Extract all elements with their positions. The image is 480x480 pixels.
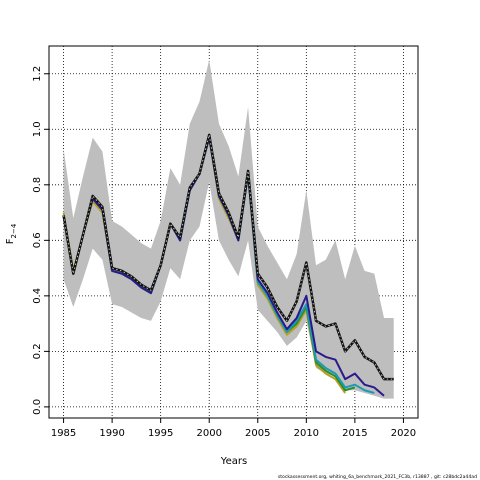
y-axis-title: F2−4: [5, 223, 18, 244]
plot-frame: [48, 45, 419, 419]
x-axis-title: Years: [220, 456, 247, 467]
y-tick-label: 0.2: [32, 343, 43, 359]
y-tick-label: 1.0: [32, 121, 43, 137]
x-tick-label: 1995: [148, 428, 173, 439]
x-tick-label: 1985: [51, 428, 76, 439]
x-tick-label: 1990: [99, 428, 124, 439]
y-tick-label: 1.2: [32, 66, 43, 82]
y-tick-label: 0.8: [32, 177, 43, 193]
x-axis: 1985 1990 1995 2000 2005 2010 2015 2020: [51, 418, 416, 439]
x-tick-label: 2005: [245, 428, 270, 439]
confidence-band: [63, 59, 394, 399]
y-axis-title-subscript: 2−4: [10, 223, 18, 238]
y-tick-label: 0.4: [32, 288, 43, 304]
x-tick-label: 2020: [391, 428, 416, 439]
x-tick-label: 2015: [342, 428, 367, 439]
confidence-band-layer: [63, 59, 394, 399]
y-axis-title-main: F: [5, 238, 16, 244]
footnote: stockassessment.org, whiting_6a_benchmar…: [278, 474, 477, 480]
series-line-1-dash: [63, 134, 394, 380]
series-layer: [62, 133, 394, 397]
x-tick-label: 2010: [294, 428, 319, 439]
y-tick-label: 0.6: [32, 232, 43, 248]
y-tick-label: 0.0: [32, 399, 43, 415]
y-axis: 0.0 0.2 0.4 0.6 0.8 1.0 1.2: [32, 66, 49, 415]
x-tick-label: 2000: [196, 428, 221, 439]
